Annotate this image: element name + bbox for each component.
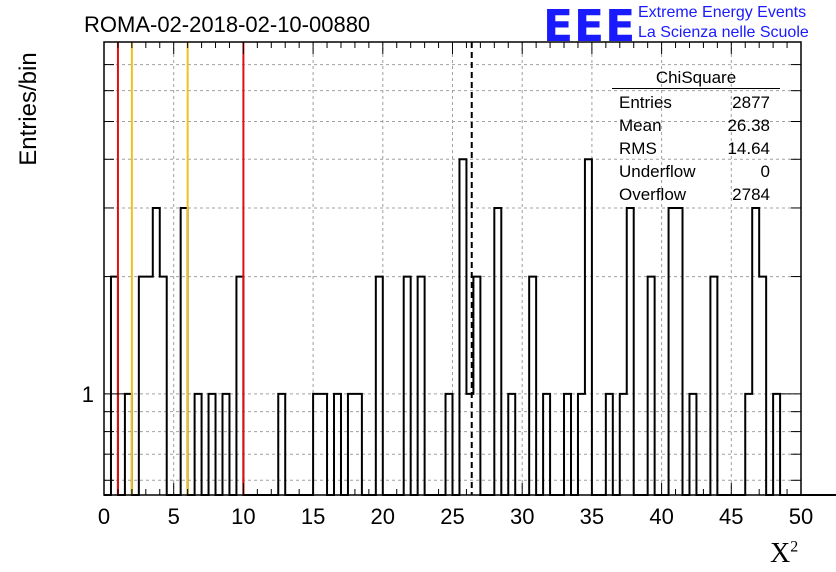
eee-logo: EEE bbox=[543, 1, 637, 52]
stats-label: Mean bbox=[619, 116, 662, 135]
stats-value: 2784 bbox=[732, 185, 770, 204]
stats-value: 0 bbox=[760, 162, 770, 181]
x-tick-label: 0 bbox=[98, 504, 110, 529]
x-tick-label: 40 bbox=[649, 504, 673, 529]
stats-label: RMS bbox=[619, 139, 657, 158]
stats-value: 14.64 bbox=[727, 139, 770, 158]
x-tick-label: 25 bbox=[440, 504, 464, 529]
x-tick-label: 5 bbox=[168, 504, 180, 529]
y-axis-label: Entries/bin bbox=[15, 52, 42, 166]
stats-row: Mean 26.38 bbox=[612, 114, 780, 137]
stats-label: Overflow bbox=[619, 185, 687, 204]
x-tick-label: 10 bbox=[231, 504, 255, 529]
stats-label: Underflow bbox=[619, 162, 696, 181]
x-tick-label: 30 bbox=[510, 504, 534, 529]
x-tick-label: 35 bbox=[580, 504, 604, 529]
stats-title: ChiSquare bbox=[612, 68, 780, 89]
x-axis-label: X2 bbox=[770, 538, 798, 570]
stats-row: Underflow 0 bbox=[612, 160, 780, 183]
plot-title: ROMA-02-2018-02-10-00880 bbox=[84, 12, 371, 37]
x-tick-label: 45 bbox=[719, 504, 743, 529]
x-tick-label: 50 bbox=[789, 504, 813, 529]
stats-box: ChiSquare Entries 2877 Mean 26.38 RMS 14.64… bbox=[612, 68, 780, 206]
stats-label: Entries bbox=[619, 93, 672, 112]
stats-row: Entries 2877 bbox=[612, 91, 780, 114]
x-tick-label: 15 bbox=[301, 504, 325, 529]
logo-subtitle-1: Extreme Energy Events bbox=[638, 4, 807, 21]
logo-subtitle-2: La Scienza nelle Scuole bbox=[638, 24, 809, 41]
stats-row: RMS 14.64 bbox=[612, 137, 780, 160]
stats-value: 26.38 bbox=[727, 116, 770, 135]
x-tick-label: 20 bbox=[371, 504, 395, 529]
histogram-outline bbox=[104, 158, 836, 496]
x-axis-label-sup: 2 bbox=[790, 538, 799, 556]
stats-value: 2877 bbox=[732, 93, 770, 112]
y-tick-label: 1 bbox=[82, 382, 94, 407]
stats-row: Overflow 2784 bbox=[612, 183, 780, 206]
x-axis-label-main: X bbox=[770, 538, 791, 569]
